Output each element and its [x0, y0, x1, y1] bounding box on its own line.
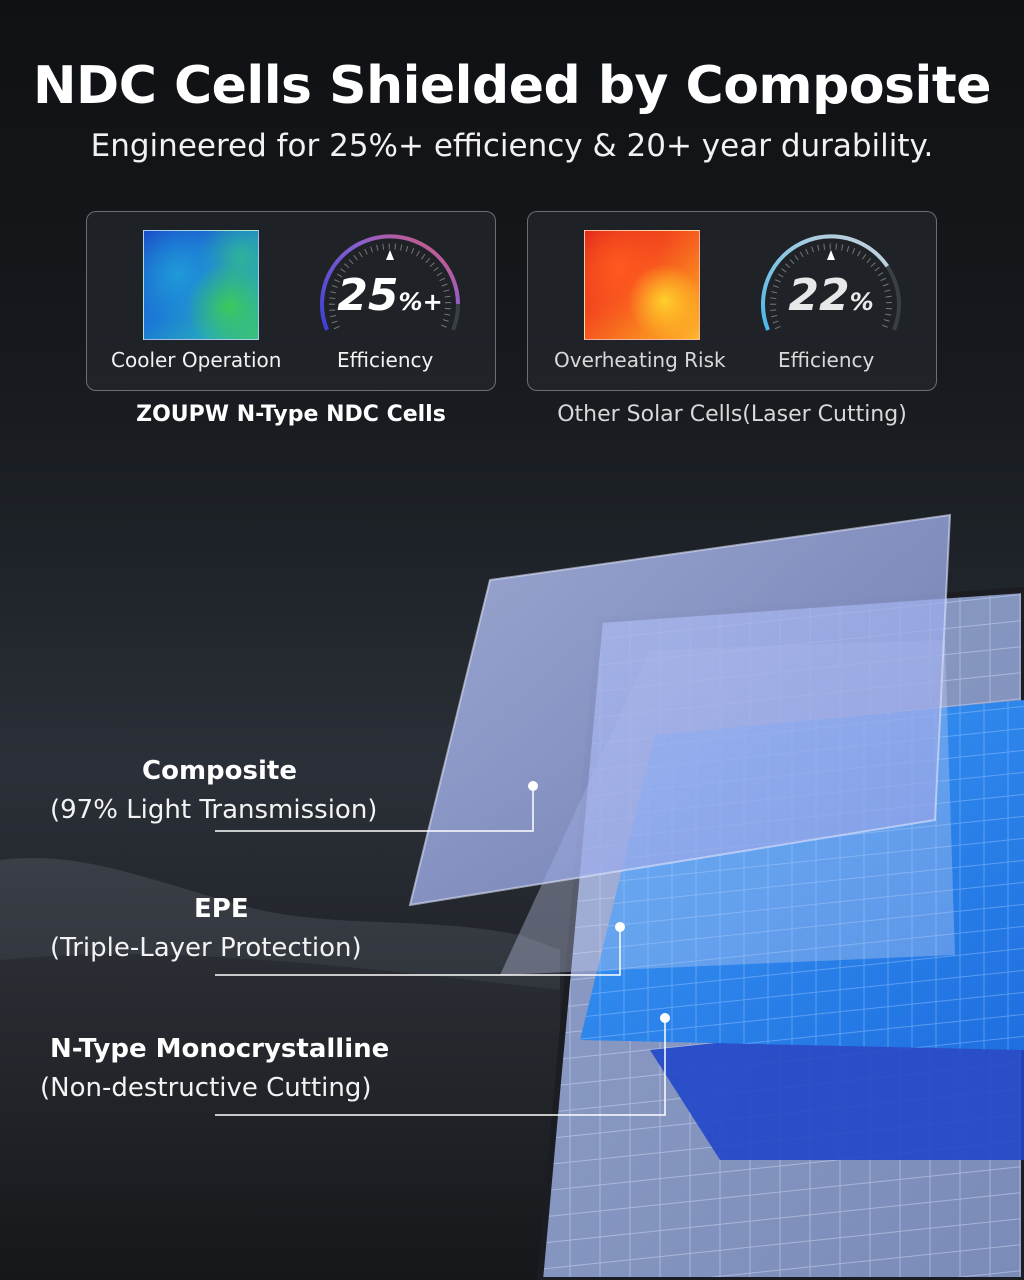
- other-cells-caption: Other Solar Cells(Laser Cutting): [557, 402, 907, 427]
- monocrystalline-layer-detail: (Non-destructive Cutting): [40, 1073, 372, 1103]
- efficiency-label: Efficiency: [778, 348, 875, 372]
- composite-layer-detail: (97% Light Transmission): [50, 795, 378, 825]
- thermal-cool-image: [143, 230, 259, 340]
- thermal-hot-image: [584, 230, 700, 340]
- efficiency-value: 25%+: [337, 270, 443, 321]
- overheating-risk-label: Overheating Risk: [554, 348, 726, 372]
- other-cells-card: Overheating Risk 22% Efficiency: [527, 211, 937, 391]
- efficiency-label: Efficiency: [337, 348, 434, 372]
- epe-layer-title: EPE: [194, 894, 249, 924]
- efficiency-gauge-icon: [320, 234, 460, 331]
- monocrystalline-layer-title: N-Type Monocrystalline: [50, 1034, 390, 1064]
- epe-layer-detail: (Triple-Layer Protection): [50, 933, 362, 963]
- page-title: NDC Cells Shielded by Composite: [33, 56, 991, 116]
- composite-layer-title: Composite: [142, 756, 297, 786]
- efficiency-gauge-icon: [761, 234, 901, 331]
- cooler-operation-label: Cooler Operation: [111, 348, 282, 372]
- ndc-cells-card: Cooler Operation 25%+ Efficiency: [86, 211, 496, 391]
- efficiency-value: 22%: [788, 270, 874, 321]
- ndc-cells-caption: ZOUPW N-Type NDC Cells: [136, 402, 446, 427]
- page-subtitle: Engineered for 25%+ efficiency & 20+ yea…: [90, 128, 934, 164]
